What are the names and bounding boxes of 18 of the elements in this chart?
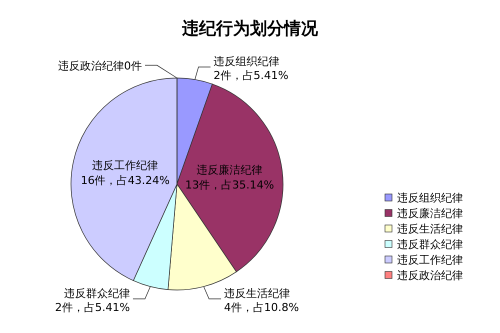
slice-label: 违反群众纪律 xyxy=(64,286,130,300)
legend-label: 违反组织纪律 xyxy=(397,192,463,204)
legend-label: 违反群众纪律 xyxy=(397,238,463,251)
legend-label: 违反工作纪律 xyxy=(397,254,463,266)
slice-label: 违反廉洁纪律 xyxy=(196,163,263,176)
data-label: 2件，占5.41% xyxy=(54,300,130,314)
legend-label: 违反生活纪律 xyxy=(397,222,463,236)
legend-label: 违反政治纪律 xyxy=(397,269,463,282)
data-label: 13件，占35.14% xyxy=(185,178,274,192)
data-label: 2件，占5.41% xyxy=(213,68,288,82)
legend-label: 违反廉洁纪律 xyxy=(397,207,463,220)
category-label: 违反政治纪律0件 xyxy=(58,59,142,72)
slice-label: 违反生活纪律 xyxy=(224,286,290,300)
chart-title: 违纪行为划分情况 xyxy=(181,19,319,39)
data-label: 4件，占10.8% xyxy=(224,300,300,314)
slice-label: 违反组织纪律 xyxy=(213,54,280,68)
data-label: 16件，占43.24% xyxy=(80,174,170,187)
slice-label: 违反工作纪律 xyxy=(92,158,158,172)
